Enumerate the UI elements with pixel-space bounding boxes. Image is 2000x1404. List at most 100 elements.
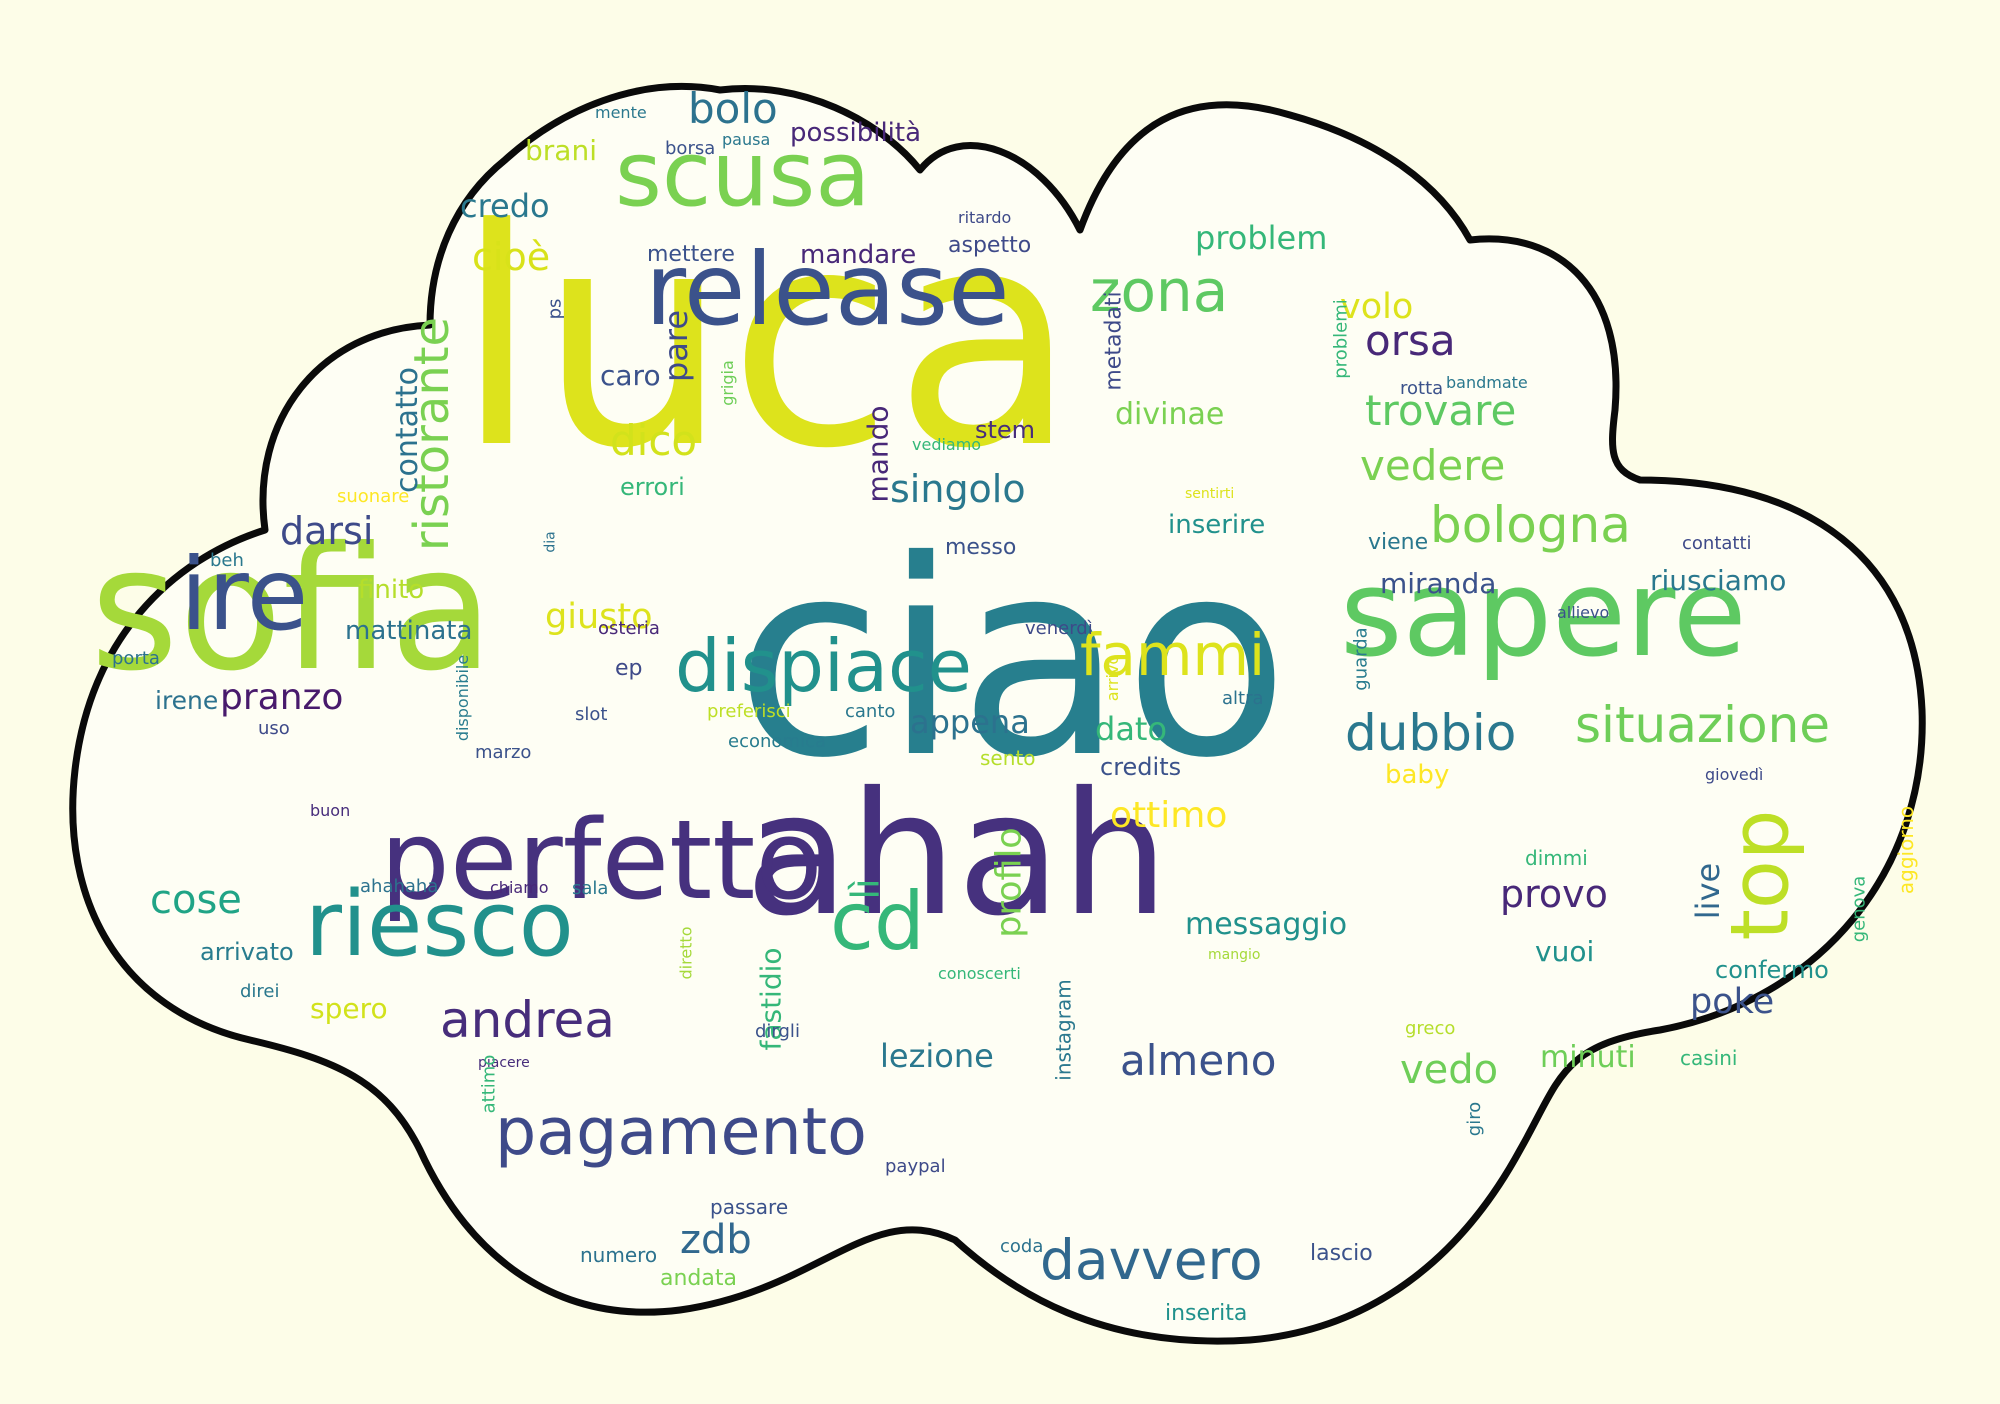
- word-cose: cose: [150, 877, 242, 923]
- word-conoscerti: conoscerti: [938, 964, 1021, 983]
- word-fammi: fammi: [1080, 621, 1266, 689]
- word-genova: genova: [1848, 875, 1870, 943]
- word-pausa: pausa: [722, 130, 771, 149]
- word-giusto: giusto: [545, 597, 653, 637]
- word-ahahaha: ahahaha: [360, 876, 439, 897]
- word-li: lì: [843, 878, 888, 900]
- word-borsa: borsa: [665, 138, 716, 159]
- word-grigia: grigia: [717, 360, 737, 406]
- word-pare: pare: [657, 309, 696, 383]
- word-rotta: rotta: [1400, 378, 1444, 399]
- word-greco: greco: [1405, 1018, 1456, 1039]
- word-lascio: lascio: [1310, 1241, 1373, 1266]
- word-situazione: situazione: [1575, 696, 1831, 754]
- word-buon: buon: [310, 801, 351, 820]
- word-credits: credits: [1100, 753, 1182, 781]
- word-ritardo: ritardo: [958, 208, 1012, 227]
- word-inserita: inserita: [1165, 1301, 1248, 1326]
- word-ep: ep: [615, 656, 643, 681]
- word-slot: slot: [575, 704, 608, 725]
- word-appena: appena: [910, 703, 1030, 741]
- word-luca: luca: [455, 165, 1078, 514]
- word-uso: uso: [258, 718, 290, 739]
- word-perfetto: perfetto: [380, 796, 823, 924]
- word-spero: spero: [310, 992, 388, 1025]
- word-sala: sala: [572, 878, 609, 899]
- word-ciao: ciao: [735, 502, 1290, 817]
- word-chiamo: chiamo: [490, 878, 549, 897]
- word-instagram: instagram: [1051, 979, 1076, 1081]
- word-bandmate: bandmate: [1446, 373, 1528, 392]
- word-cd: cd: [830, 875, 925, 968]
- word-volo: volo: [1340, 287, 1414, 327]
- word-allievo: allievo: [1557, 603, 1610, 622]
- word-altra: altra: [1222, 688, 1264, 709]
- word-coda: coda: [1000, 1236, 1044, 1257]
- word-dimmi: dimmi: [1525, 846, 1588, 870]
- word-minuti: minuti: [1540, 1040, 1636, 1075]
- word-irene: irene: [155, 686, 219, 715]
- word-vuoi: vuoi: [1535, 935, 1595, 968]
- word-piacere: piacere: [478, 1055, 530, 1071]
- word-passare: passare: [710, 1195, 789, 1219]
- word-economica: economica: [728, 731, 826, 752]
- word-vediamo: vediamo: [912, 435, 982, 454]
- word-viene: viene: [1368, 530, 1429, 555]
- word-problemi: problemi: [1330, 299, 1352, 379]
- word-attimo: attimo: [478, 1054, 500, 1114]
- word-casini: casini: [1680, 1046, 1738, 1070]
- word-lezione: lezione: [880, 1037, 994, 1075]
- word-possibilita: possibilità: [790, 118, 922, 148]
- word-dato: dato: [1095, 710, 1168, 748]
- word-finito: finito: [358, 575, 425, 605]
- word-metadati: metadati: [1101, 291, 1127, 391]
- word-mattinata: mattinata: [345, 616, 473, 646]
- word-marzo: marzo: [475, 742, 532, 763]
- word-caro: caro: [600, 359, 661, 392]
- word-giovedi: giovedì: [1705, 765, 1764, 784]
- word-andrea: andrea: [440, 991, 615, 1049]
- word-contatto: contatto: [389, 367, 425, 493]
- word-pagamento: pagamento: [495, 1095, 867, 1170]
- word-numero: numero: [580, 1243, 658, 1267]
- word-top: top: [1713, 809, 1807, 941]
- word-dico: dico: [610, 416, 698, 465]
- word-davvero: davvero: [1040, 1228, 1263, 1292]
- word-messo: messo: [945, 535, 1017, 560]
- word-messaggio: messaggio: [1185, 907, 1348, 942]
- word-divinae: divinae: [1115, 397, 1225, 432]
- word-sapere: sapere: [1340, 545, 1747, 684]
- word-paypal: paypal: [885, 1156, 946, 1177]
- word-giro: giro: [1464, 1101, 1486, 1137]
- word-bologna: bologna: [1430, 496, 1631, 554]
- word-riesco: riesco: [305, 872, 574, 977]
- word-mente: mente: [595, 103, 647, 122]
- word-problem: problem: [1195, 219, 1328, 257]
- word-disponibile: disponibile: [453, 654, 473, 742]
- word-almeno: almeno: [1120, 1036, 1277, 1085]
- word-dispiace: dispiace: [675, 624, 972, 708]
- word-canto: canto: [845, 701, 896, 722]
- word-brani: brani: [525, 134, 597, 167]
- word-andata: andata: [660, 1266, 737, 1291]
- word-suonare: suonare: [337, 486, 410, 507]
- word-bolo: bolo: [688, 84, 778, 133]
- word-inserire: inserire: [1168, 510, 1266, 540]
- word-credo: credo: [460, 187, 550, 225]
- word-orsa: orsa: [1365, 316, 1456, 365]
- word-dubbio: dubbio: [1345, 704, 1517, 762]
- word-arrivo: arrivo: [1103, 654, 1123, 702]
- word-provo: provo: [1500, 872, 1608, 916]
- word-pranzo: pranzo: [220, 677, 344, 718]
- word-direi: direi: [240, 981, 280, 1002]
- word-ps: ps: [544, 298, 566, 320]
- word-preferisci: preferisci: [707, 701, 791, 722]
- word-stem: stem: [975, 416, 1036, 444]
- word-profilo: profilo: [989, 827, 1030, 938]
- word-diretto: diretto: [676, 926, 696, 980]
- word-dirgli: dirgli: [755, 1021, 800, 1042]
- word-beh: beh: [210, 550, 244, 571]
